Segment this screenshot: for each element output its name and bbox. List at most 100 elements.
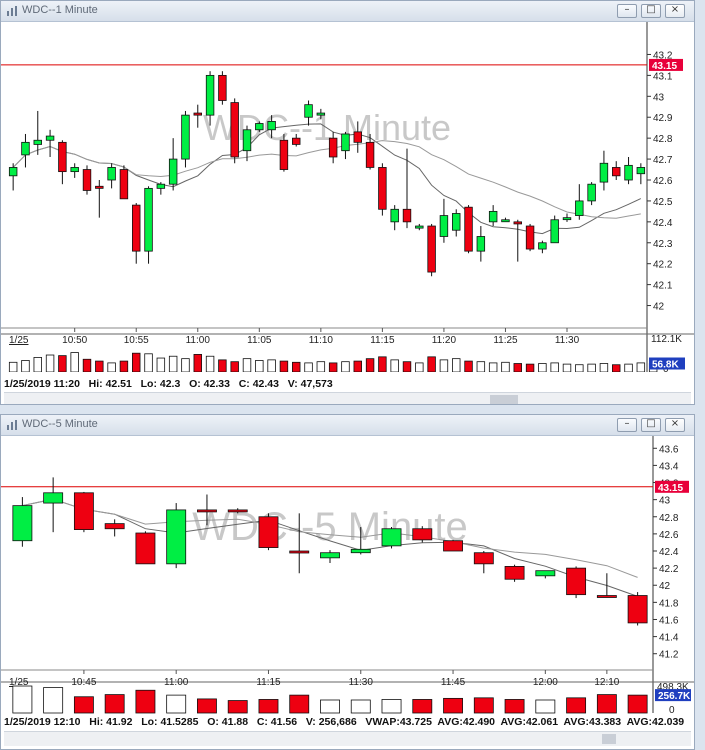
volume-last-badge	[655, 689, 691, 702]
volume-bar	[135, 689, 156, 714]
x-tick-label: 11:25	[493, 335, 518, 346]
volume-bar	[104, 694, 125, 714]
horizontal-scrollbar[interactable]	[4, 392, 691, 404]
chart-app-icon	[7, 420, 17, 430]
maximize-icon: □	[646, 4, 656, 15]
window-title: WDC--5 Minute	[22, 418, 98, 430]
y-tick-label: 42.6	[659, 530, 679, 541]
volume-bar	[132, 352, 141, 372]
volume-bar	[350, 699, 371, 714]
status-avg-4: AVG:42.039	[626, 716, 685, 728]
window-title: WDC--1 Minute	[22, 4, 98, 16]
y-tick-label: 42.9	[653, 113, 673, 124]
volume-bar	[242, 358, 252, 372]
minimize-button[interactable]: –	[617, 4, 637, 18]
volume-bar	[58, 355, 67, 372]
candle-body	[627, 595, 648, 624]
volume-bar	[535, 699, 556, 714]
volume-bar	[353, 360, 362, 372]
volume-bar	[538, 363, 547, 372]
close-button[interactable]: ×	[665, 418, 685, 432]
candle-body	[488, 210, 498, 223]
volume-bar	[279, 360, 289, 372]
y-tick-label: 42.3	[653, 239, 673, 250]
volume-bar	[476, 361, 486, 372]
y-tick-label: 41.4	[659, 633, 679, 644]
volume-bar	[292, 361, 301, 372]
horizontal-scrollbar[interactable]	[4, 731, 691, 746]
volume-bar	[575, 364, 584, 372]
volume-bar	[550, 362, 559, 372]
maximize-button[interactable]: □	[641, 4, 661, 18]
candle-body	[402, 208, 412, 223]
candle-body	[341, 133, 350, 152]
candle-body	[562, 217, 572, 221]
price-chart-1min[interactable]: WDC--1 Minute43.243.14342.942.842.742.64…	[1, 22, 694, 372]
volume-bar	[415, 362, 424, 372]
close-icon: ×	[670, 4, 680, 15]
date-label: 1/25	[9, 335, 29, 346]
plot-area	[1, 22, 647, 372]
maximize-button[interactable]: □	[641, 418, 661, 432]
scrollbar-thumb[interactable]	[602, 734, 616, 744]
window-titlebar[interactable]: WDC--5 Minute – □ ×	[1, 415, 694, 436]
candle-body	[135, 532, 156, 565]
volume-bar	[168, 355, 178, 372]
volume-bar	[596, 694, 617, 714]
candle-body	[636, 167, 646, 175]
candle-body	[612, 167, 621, 177]
volume-bar	[156, 357, 166, 372]
volume-last-badge	[649, 357, 685, 370]
volume-bar	[328, 362, 338, 372]
candle-body	[535, 570, 556, 577]
y-tick-label: 42.2	[653, 260, 673, 271]
volume-bar	[566, 697, 587, 714]
status-close: C: 42.43	[238, 378, 279, 390]
candle-body	[476, 236, 486, 252]
candle-body	[168, 158, 178, 185]
volume-bar	[181, 358, 190, 372]
volume-bar	[227, 700, 248, 714]
status-bar: 1/25/2019 12:10 Hi: 41.92 Lo: 41.5285 O:…	[4, 716, 684, 728]
candle-body	[45, 135, 55, 141]
reference-price-label: 43.15	[652, 61, 677, 72]
x-tick-label: 11:15	[370, 335, 395, 346]
y-tick-label: 42.1	[653, 281, 673, 292]
scrollbar-thumb[interactable]	[490, 395, 518, 404]
candle-body	[205, 74, 215, 116]
volume-bar	[267, 359, 276, 372]
volume-bar	[378, 356, 387, 372]
volume-bar	[636, 362, 646, 372]
candle-body	[227, 509, 248, 513]
y-tick-label: 42.8	[653, 134, 673, 145]
volume-bar	[70, 352, 79, 372]
moving-average-line	[12, 140, 641, 219]
candle-body	[279, 139, 289, 170]
candle-body	[328, 137, 338, 158]
minimize-button[interactable]: –	[617, 418, 637, 432]
volume-bar	[119, 360, 129, 372]
window-titlebar[interactable]: WDC--1 Minute – □ ×	[1, 1, 694, 22]
candle-body	[575, 200, 584, 216]
y-tick-label: 42.8	[659, 513, 679, 524]
volume-bar	[599, 363, 609, 372]
candle-body	[378, 167, 387, 210]
volume-bar	[627, 694, 648, 714]
x-tick-label: 11:00	[164, 677, 189, 688]
volume-bar	[107, 362, 116, 372]
candle-body	[381, 528, 402, 547]
volume-bar	[504, 699, 525, 714]
maximize-icon: □	[646, 418, 656, 429]
volume-bar	[525, 363, 535, 372]
y-tick-label: 43	[653, 92, 665, 103]
volume-last-label: 256.7K	[658, 691, 691, 702]
close-button[interactable]: ×	[665, 4, 685, 18]
volume-bar	[193, 354, 202, 372]
candle-body	[443, 540, 463, 552]
chart-window-1min[interactable]: WDC--1 Minute – □ × WDC--1 Minute 43.2 43.…	[0, 0, 695, 405]
candle-body	[599, 162, 609, 183]
status-avg-2: AVG:42.061	[500, 716, 559, 728]
price-chart-5min[interactable]: WDC--5 Minute43.643.443.24342.842.642.44…	[1, 436, 694, 721]
chart-window-5min[interactable]: WDC--5 Minute – □ × WDC--5 Minute 43.6 43.…	[0, 414, 695, 750]
volume-bar	[197, 698, 217, 714]
